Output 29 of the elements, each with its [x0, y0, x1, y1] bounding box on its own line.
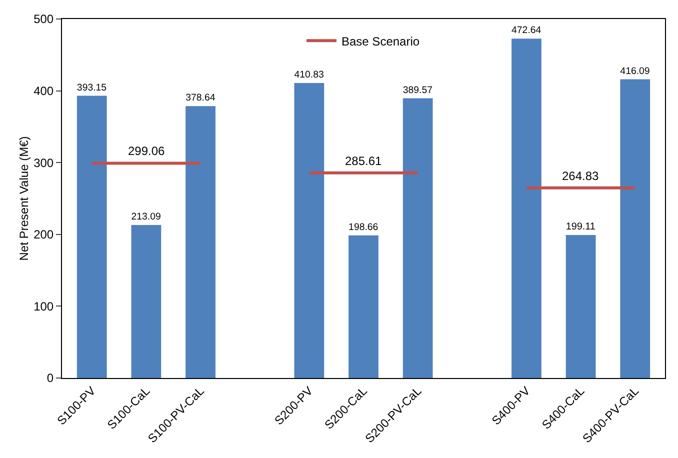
bar — [76, 96, 107, 378]
bar — [294, 83, 324, 378]
data-label: 389.57 — [402, 84, 432, 96]
data-label: 416.09 — [620, 66, 650, 77]
y-tick-label: 100 — [34, 299, 54, 314]
data-label: 213.09 — [131, 212, 161, 223]
data-label: 264.83 — [562, 169, 600, 183]
bar — [620, 79, 650, 378]
bar — [131, 225, 162, 378]
bar — [566, 235, 596, 378]
y-tick-label: 400 — [34, 84, 54, 98]
bar — [186, 106, 216, 378]
legend-label: Base Scenario — [342, 34, 420, 48]
y-tick-label: 300 — [34, 156, 54, 170]
bar — [512, 38, 542, 378]
data-label: 199.11 — [566, 222, 596, 233]
y-tick-label: 500 — [34, 12, 54, 26]
bar — [348, 235, 378, 378]
y-tick-label: 0 — [46, 371, 54, 386]
y-axis-title: Net Present Value (M€) — [17, 136, 31, 261]
y-tick-label: 200 — [34, 228, 54, 242]
data-label: 285.61 — [345, 154, 382, 168]
data-label: 393.15 — [76, 82, 107, 94]
data-label: 410.83 — [294, 70, 324, 81]
bar — [402, 98, 433, 378]
data-label: 472.64 — [512, 25, 542, 36]
data-label: 299.06 — [128, 144, 166, 158]
data-label: 198.66 — [348, 222, 378, 233]
data-label: 378.64 — [186, 92, 216, 104]
